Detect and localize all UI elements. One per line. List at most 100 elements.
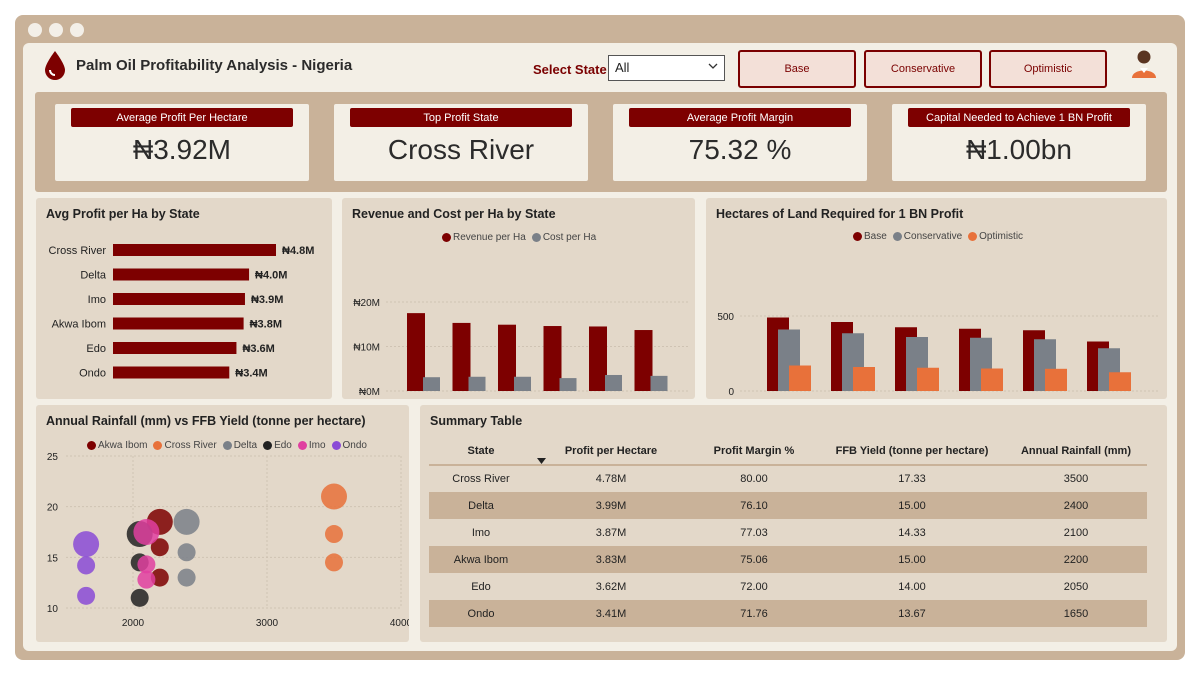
x-tick-label: 4000 [390, 618, 409, 629]
bar [452, 322, 471, 391]
bar [113, 244, 276, 256]
legend-item[interactable]: Akwa Ibom [87, 440, 147, 451]
legend-swatch [263, 441, 273, 450]
legend-item[interactable]: Optimistic [968, 231, 1023, 242]
y-tick-label: ₦20M [353, 298, 380, 309]
table-cell: 14.33 [898, 526, 926, 539]
column-header-profit[interactable]: Profit per Hectare [533, 438, 689, 466]
window-maximize-dot[interactable] [70, 23, 84, 37]
bar [634, 330, 653, 391]
table-cell: 3.62M [595, 580, 627, 593]
bar [917, 367, 939, 391]
legend-item[interactable]: Cost per Ha [531, 232, 597, 243]
bar [423, 377, 440, 391]
chevron-down-icon [708, 63, 718, 69]
category-label: Ondo [79, 368, 106, 380]
bar [605, 374, 622, 391]
table-row[interactable]: Akwa Ibom 3.83M 75.06 15.00 2200 [429, 546, 1147, 573]
bar [468, 376, 486, 391]
legend-item[interactable]: Base [853, 231, 887, 242]
column-header-margin[interactable]: Profit Margin % [689, 438, 819, 466]
state-filter-label: Select State: [533, 62, 612, 77]
scatter-point [77, 586, 96, 605]
column-header-rainfall[interactable]: Annual Rainfall (mm) [1005, 438, 1147, 466]
optimistic-scenario-button[interactable]: Optimistic [989, 50, 1107, 88]
sort-desc-icon[interactable] [537, 458, 546, 464]
table-row[interactable]: Cross River 4.78M 80.00 17.33 3500 [429, 465, 1147, 492]
table-cell: 15.00 [819, 546, 1005, 573]
table-header-row: State Profit per Hectare Profit Margin %… [429, 438, 1147, 466]
table-row[interactable]: Delta 3.99M 76.10 15.00 2400 [429, 492, 1147, 519]
y-tick-label: ₦0M [359, 387, 380, 398]
legend-label: Akwa Ibom [98, 440, 148, 451]
conservative-scenario-button[interactable]: Conservative [864, 50, 982, 88]
legend-item[interactable]: Ondo [331, 440, 367, 451]
legend-item[interactable]: Cross River [153, 440, 217, 451]
legend-swatch [153, 441, 163, 450]
user-avatar-icon[interactable] [1130, 48, 1158, 78]
table-cell: 4.78M [595, 473, 627, 485]
scatter-point [137, 555, 156, 574]
oil-drop-logo-icon [45, 51, 65, 80]
legend-label: Imo [308, 440, 326, 451]
base-scenario-button[interactable]: Base [738, 50, 856, 88]
bar [113, 342, 237, 354]
avg-profit-chart-card: Avg Profit per Ha by State Cross River ₦4… [36, 198, 332, 399]
data-label: ₦3.8M [250, 319, 282, 331]
data-label: ₦3.6M [242, 343, 274, 355]
table-cell: 2200 [1005, 546, 1147, 573]
kpi-label: Average Profit Per Hectare [71, 108, 293, 127]
table-cell: Akwa Ibom [429, 546, 533, 573]
scatter-point [133, 519, 160, 545]
legend-item[interactable]: Conservative [892, 231, 962, 242]
bar [981, 368, 1003, 391]
legend-item[interactable]: Imo [297, 440, 326, 451]
kpi-label: Top Profit State [350, 108, 572, 127]
table-row[interactable]: Imo 3.87M 77.03 14.33 2100 [429, 519, 1147, 546]
scatter-point [130, 588, 149, 607]
bar [1109, 372, 1131, 391]
x-tick-label: 2000 [122, 618, 145, 629]
table-cell: 3.83M [533, 546, 689, 573]
legend-label: Cost per Ha [542, 232, 597, 243]
table-cell: 2100 [1063, 526, 1089, 539]
bar [113, 293, 245, 305]
table-cell: 75.06 [689, 546, 819, 573]
table-row[interactable]: Ondo 3.41M 71.76 13.67 1650 [429, 600, 1147, 627]
rainfall-yield-chart-card: Annual Rainfall (mm) vs FFB Yield (tonne… [36, 405, 413, 642]
app-window: Palm Oil Profitability Analysis - Nigeri… [15, 15, 1185, 660]
kpi-label: Capital Needed to Achieve 1 BN Profit [908, 108, 1130, 127]
kpi-card: Top Profit State Cross River [334, 104, 588, 181]
kpi-value: 75.32 % [688, 134, 792, 165]
category-label: Edo [86, 343, 106, 355]
column-header-label: Profit per Hectare [564, 445, 658, 457]
category-label: Delta [80, 270, 107, 282]
state-select-value: All [615, 60, 630, 75]
legend-item[interactable]: Delta [222, 440, 257, 451]
scatter-point [150, 568, 169, 587]
table-cell: 77.03 [740, 526, 768, 539]
legend-label: Optimistic [979, 231, 1024, 242]
legend-swatch [892, 232, 902, 241]
data-label: ₦4.0M [255, 270, 287, 282]
table-cell: 2050 [1063, 580, 1089, 593]
state-select[interactable]: All [608, 55, 725, 81]
window-minimize-dot[interactable] [49, 23, 63, 37]
table-row[interactable]: Edo 3.62M 72.00 14.00 2050 [429, 573, 1147, 600]
scatter-point [77, 556, 96, 575]
legend-swatch [531, 233, 541, 242]
bar [498, 324, 516, 391]
column-header-state[interactable]: State [429, 438, 546, 466]
kpi-card: Average Profit Margin 75.32 % [613, 104, 867, 181]
chart-legend: Base Conservative Optimistic [853, 231, 1023, 242]
bar [514, 376, 531, 391]
data-label: ₦3.4M [235, 368, 267, 380]
header: Palm Oil Profitability Analysis - Nigeri… [23, 43, 1177, 93]
legend-item[interactable]: Edo [263, 440, 292, 451]
column-header-yield[interactable]: FFB Yield (tonne per hectare) [819, 438, 1005, 466]
x-tick-label: 3000 [256, 618, 279, 629]
legend-label: Edo [274, 440, 292, 451]
window-close-dot[interactable] [28, 23, 42, 37]
legend-item[interactable]: Revenue per Ha [442, 232, 526, 243]
hectares-bar-chart: 0500OndoEdoAkwaIbomImoDeltaCross River [717, 312, 1160, 426]
